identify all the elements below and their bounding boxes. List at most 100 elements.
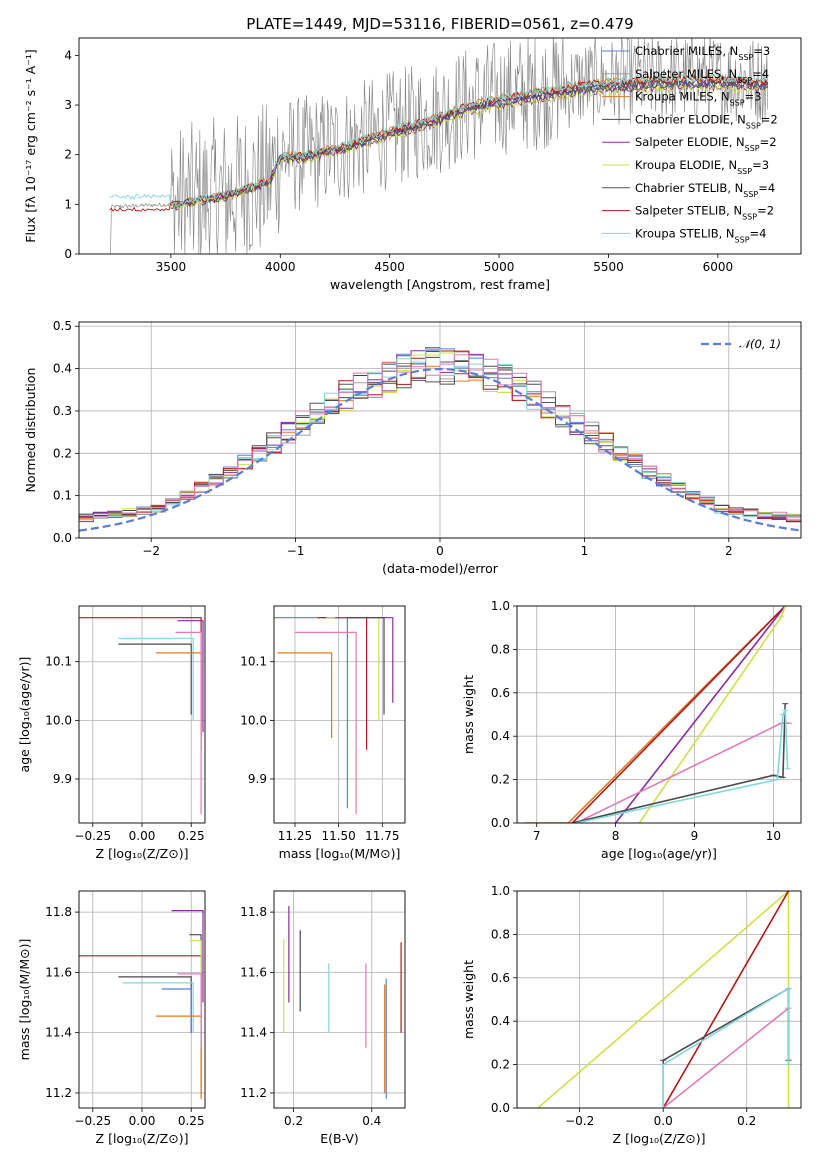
x-tick-label: 0.2	[737, 1114, 756, 1128]
normal-curve	[79, 367, 801, 532]
x-tick-label: 2	[725, 544, 733, 558]
y-tick-label: 0.4	[491, 729, 510, 743]
segment-7	[347, 617, 385, 715]
panel-massweight-vs-Z: −0.2 0.0 0.2 0.0 0.2 0.4 0.6 0.8 1.0 Z [log₁₀(Z/Z…	[461, 884, 802, 1146]
segment-1	[274, 617, 348, 809]
y-tick-label: 9.9	[248, 772, 267, 786]
y-axis-label: mass [log₁₀(M/M⊙)]	[17, 939, 32, 1061]
segment-4	[326, 617, 380, 721]
y-axis-label: age [log₁₀(age/yr)]	[17, 657, 32, 773]
y-tick-label: 0.4	[53, 362, 72, 376]
segment-2	[317, 617, 368, 750]
weight-line-3	[614, 606, 786, 823]
y-tick-label: 11.2	[45, 1086, 72, 1100]
x-tick-label: 10	[766, 829, 781, 843]
axes-frame	[78, 37, 802, 255]
segment-2	[118, 976, 192, 1033]
weight-line-3	[662, 1007, 789, 1108]
x-tick-label: 0.00	[129, 1114, 156, 1128]
x-axis-label: (data-model)/error	[382, 561, 499, 576]
y-tick-label: 0.0	[53, 531, 72, 545]
segment-4	[155, 652, 202, 721]
weight-line-6	[572, 703, 786, 823]
y-axis-label: mass weight	[461, 675, 476, 754]
segment-5	[175, 631, 202, 815]
x-tick-label: 0.4	[362, 1114, 381, 1128]
x-tick-label: 0.00	[129, 829, 156, 843]
y-tick-label: 1.0	[491, 884, 510, 898]
model-line-5	[170, 82, 769, 210]
y-tick-label: 1	[64, 197, 72, 211]
x-axis-label: E(B-V)	[320, 1131, 359, 1146]
panel-mass-vs-ebv: 0.2 0.4 11.2 11.4 11.6 11.8 E(B-V)	[240, 890, 406, 1146]
plot-area	[521, 606, 793, 823]
legend-label-4: Chabrier ELODIE, NSSP=2	[635, 112, 778, 129]
plot-area	[79, 617, 204, 815]
x-axis-label: Z [log₁₀(Z/Z⊙)]	[96, 846, 189, 861]
y-tick-label: 11.4	[45, 1026, 72, 1040]
axes-frame	[78, 321, 802, 539]
segment-3	[295, 631, 357, 815]
y-tick-label: 0.5	[53, 319, 72, 333]
legend-label-9: Kroupa STELIB, NSSP=4	[635, 226, 766, 244]
segment-8	[155, 1015, 202, 1099]
y-tick-label: 0.0	[491, 816, 510, 830]
x-tick-label: 11.75	[365, 829, 399, 843]
segment-3	[118, 637, 194, 721]
x-axis-label: age [log₁₀(age/yr)]	[601, 846, 717, 861]
x-tick-label: −0.25	[74, 1114, 111, 1128]
x-tick-label: 6000	[703, 260, 734, 274]
x-tick-label: 0.2	[284, 1114, 303, 1128]
y-tick-label: 10.1	[240, 655, 267, 669]
y-tick-label: 11.8	[240, 905, 267, 919]
y-tick-label: 0.6	[491, 971, 510, 985]
model-line-9	[109, 72, 769, 207]
segment-2	[118, 643, 192, 715]
legend-label-3: Kroupa MILES, NSSP=3	[635, 90, 761, 108]
y-tick-label: 11.4	[240, 1026, 267, 1040]
y-tick-label: 0.2	[53, 446, 72, 460]
axes-frame	[273, 890, 406, 1109]
segment-5	[171, 910, 204, 1003]
x-tick-label: −0.25	[74, 829, 111, 843]
axes-frame	[516, 605, 802, 824]
y-tick-label: 3	[64, 98, 72, 112]
plot-area	[79, 347, 801, 532]
y-axis-label: mass weight	[461, 960, 476, 1039]
y-tick-label: 10.1	[45, 655, 72, 669]
legend-label-6: Kroupa ELODIE, NSSP=3	[635, 158, 769, 176]
y-tick-label: 11.2	[240, 1086, 267, 1100]
weight-line-1	[524, 606, 787, 823]
x-tick-label: 9	[691, 829, 699, 843]
legend-label-8: Salpeter STELIB, NSSP=2	[635, 204, 774, 222]
legend-label-7: Chabrier STELIB, NSSP=4	[635, 181, 775, 199]
y-tick-label: 0.2	[491, 773, 510, 787]
panel-residuals: −2 −1 0 1 2 0.0 0.1 0.2 0.3 0.4 0.5 (data-model)/er…	[23, 319, 802, 576]
y-tick-label: 11.6	[240, 965, 267, 979]
plot-area	[283, 906, 402, 1099]
y-tick-label: 9.9	[53, 772, 72, 786]
y-tick-label: 0	[64, 247, 72, 261]
x-tick-label: 3500	[156, 260, 187, 274]
x-tick-label: 0	[436, 544, 444, 558]
x-tick-label: 8	[612, 829, 620, 843]
panel-massweight-vs-age: 7 8 9 10 0.0 0.2 0.4 0.6 0.8 1.0 age [log₁₀(age/yr…	[461, 599, 802, 861]
legend-label-2: Salpeter MILES, NSSP=4	[635, 67, 769, 85]
segment-9	[177, 973, 202, 1048]
x-tick-label: 0.25	[178, 1114, 205, 1128]
segment-1	[79, 617, 202, 750]
segment-5	[277, 652, 333, 738]
x-tick-label: 4500	[374, 260, 405, 274]
y-tick-label: 0.0	[491, 1101, 510, 1115]
x-tick-label: 7	[533, 829, 541, 843]
plot-area	[79, 910, 204, 1099]
panel-mass-vs-Z: −0.25 0.00 0.25 11.2 11.4 11.6 11.8 Z [log₁₀(Z/…	[17, 890, 206, 1146]
y-tick-label: 10.0	[240, 713, 267, 727]
x-tick-label: −0.2	[565, 1114, 594, 1128]
y-tick-label: 0.4	[491, 1014, 510, 1028]
x-tick-label: 0.0	[654, 1114, 673, 1128]
y-tick-label: 0.1	[53, 489, 72, 503]
data-spectrum-line	[109, 38, 768, 254]
y-tick-label: 11.6	[45, 965, 72, 979]
